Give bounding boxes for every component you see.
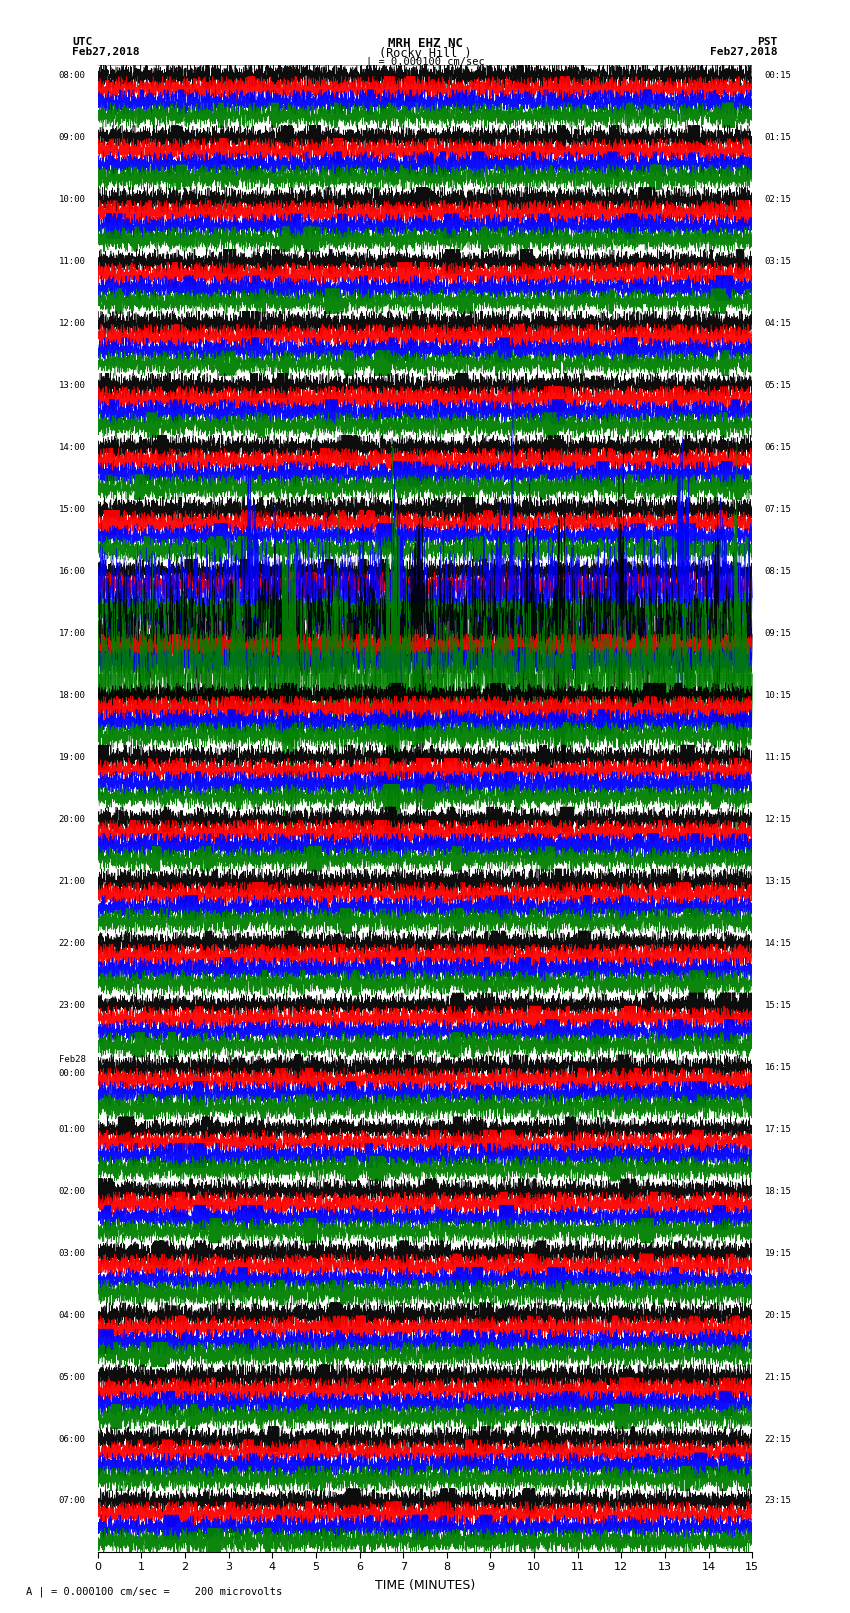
Text: 19:15: 19:15	[764, 1248, 791, 1258]
Text: Feb28: Feb28	[59, 1055, 86, 1065]
Text: 09:15: 09:15	[764, 629, 791, 639]
Text: 04:15: 04:15	[764, 319, 791, 327]
Text: 18:15: 18:15	[764, 1187, 791, 1195]
Text: 03:15: 03:15	[764, 256, 791, 266]
Text: 07:15: 07:15	[764, 505, 791, 515]
Text: 12:00: 12:00	[59, 319, 86, 327]
Text: 02:00: 02:00	[59, 1187, 86, 1195]
Text: UTC: UTC	[72, 37, 93, 47]
Text: 19:00: 19:00	[59, 753, 86, 761]
Text: 23:15: 23:15	[764, 1497, 791, 1505]
Text: 11:00: 11:00	[59, 256, 86, 266]
Text: 01:00: 01:00	[59, 1124, 86, 1134]
Text: 08:00: 08:00	[59, 71, 86, 81]
Text: 17:00: 17:00	[59, 629, 86, 639]
Text: 05:00: 05:00	[59, 1373, 86, 1382]
Text: 01:15: 01:15	[764, 134, 791, 142]
Text: 17:15: 17:15	[764, 1124, 791, 1134]
X-axis label: TIME (MINUTES): TIME (MINUTES)	[375, 1579, 475, 1592]
Text: 10:00: 10:00	[59, 195, 86, 205]
Text: 04:00: 04:00	[59, 1311, 86, 1319]
Text: 21:00: 21:00	[59, 877, 86, 886]
Text: 16:15: 16:15	[764, 1063, 791, 1071]
Text: 16:00: 16:00	[59, 568, 86, 576]
Text: Feb27,2018: Feb27,2018	[711, 47, 778, 56]
Text: 12:15: 12:15	[764, 815, 791, 824]
Text: Feb27,2018: Feb27,2018	[72, 47, 139, 56]
Text: MRH EHZ NC: MRH EHZ NC	[388, 37, 462, 50]
Text: 02:15: 02:15	[764, 195, 791, 205]
Text: 09:00: 09:00	[59, 134, 86, 142]
Text: 22:00: 22:00	[59, 939, 86, 948]
Text: 06:15: 06:15	[764, 444, 791, 452]
Text: 14:15: 14:15	[764, 939, 791, 948]
Text: 00:00: 00:00	[59, 1069, 86, 1077]
Text: 07:00: 07:00	[59, 1497, 86, 1505]
Text: 10:15: 10:15	[764, 690, 791, 700]
Text: 08:15: 08:15	[764, 568, 791, 576]
Text: PST: PST	[757, 37, 778, 47]
Text: 15:00: 15:00	[59, 505, 86, 515]
Text: 20:15: 20:15	[764, 1311, 791, 1319]
Text: 13:15: 13:15	[764, 877, 791, 886]
Text: 18:00: 18:00	[59, 690, 86, 700]
Text: 14:00: 14:00	[59, 444, 86, 452]
Text: 11:15: 11:15	[764, 753, 791, 761]
Text: 06:00: 06:00	[59, 1434, 86, 1444]
Text: 03:00: 03:00	[59, 1248, 86, 1258]
Text: 13:00: 13:00	[59, 381, 86, 390]
Text: A | = 0.000100 cm/sec =    200 microvolts: A | = 0.000100 cm/sec = 200 microvolts	[26, 1586, 281, 1597]
Text: 05:15: 05:15	[764, 381, 791, 390]
Text: 22:15: 22:15	[764, 1434, 791, 1444]
Text: 00:15: 00:15	[764, 71, 791, 81]
Text: 20:00: 20:00	[59, 815, 86, 824]
Text: | = 0.000100 cm/sec: | = 0.000100 cm/sec	[366, 56, 484, 68]
Text: (Rocky Hill ): (Rocky Hill )	[379, 47, 471, 60]
Text: 23:00: 23:00	[59, 1000, 86, 1010]
Text: 21:15: 21:15	[764, 1373, 791, 1382]
Text: 15:15: 15:15	[764, 1000, 791, 1010]
